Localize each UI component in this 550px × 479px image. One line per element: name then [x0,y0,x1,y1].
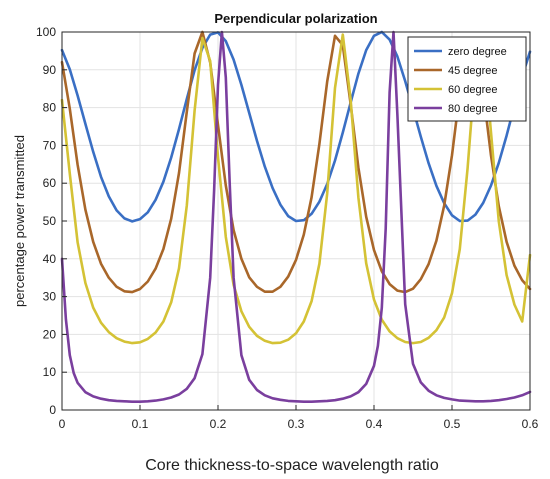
x-axis-label: Core thickness-to-space wavelength ratio [145,457,439,474]
x-tick-label: 0 [59,417,66,431]
axis-ticks: 0 0.1 0.2 0.3 0.4 0.5 0.6 0 10 20 30 40 50 60 70 80 90 10… [36,25,539,431]
series-lines [60,30,532,404]
legend-label: 45 degree [448,65,498,77]
y-tick-label: 40 [43,252,57,266]
y-tick-label: 50 [43,214,57,228]
y-tick-label: 60 [43,176,57,190]
y-tick-label: 10 [43,365,57,379]
x-tick-label: 0.1 [132,417,149,431]
x-tick-label: 0.2 [210,417,227,431]
x-tick-label: 0.5 [444,417,461,431]
chart-title: Perpendicular polarization [214,11,377,26]
series-line-3 [60,30,532,404]
series-line-0 [60,30,532,223]
y-axis-label: percentage power transmitted [12,135,27,307]
legend-label: zero degree [448,46,507,58]
series-line-1 [60,30,532,294]
y-tick-label: 20 [43,327,57,341]
y-tick-label: 0 [49,403,56,417]
legend: zero degree 45 degree 60 degree 80 degree [407,36,527,122]
y-tick-label: 90 [43,63,57,77]
x-tick-label: 0.3 [288,417,305,431]
series-line-2 [60,33,532,345]
y-tick-label: 70 [43,138,57,152]
y-tick-label: 100 [36,25,56,39]
legend-label: 80 degree [448,103,498,115]
x-tick-label: 0.6 [522,417,539,431]
y-tick-label: 30 [43,290,57,304]
y-tick-label: 80 [43,101,57,115]
legend-label: 60 degree [448,84,498,96]
x-tick-label: 0.4 [366,417,383,431]
